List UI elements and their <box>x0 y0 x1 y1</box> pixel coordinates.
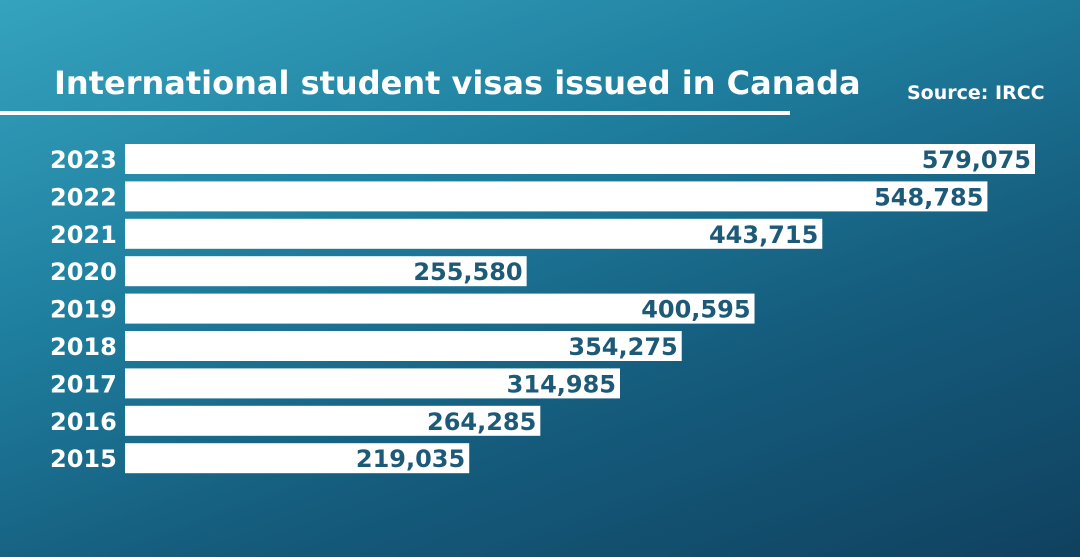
value-label-2023: 579,075 <box>922 146 1031 174</box>
year-label-2020: 2020 <box>50 258 117 286</box>
year-label-2019: 2019 <box>50 296 117 324</box>
year-label-2022: 2022 <box>50 183 117 211</box>
year-label-2021: 2021 <box>50 221 117 249</box>
source-label: Source: IRCC <box>907 82 1045 104</box>
value-label-2022: 548,785 <box>874 183 983 211</box>
title-underline <box>0 111 790 115</box>
bar-2018 <box>125 331 682 361</box>
year-label-2023: 2023 <box>50 146 117 174</box>
bar-2023 <box>125 144 1035 174</box>
year-label-2016: 2016 <box>50 408 117 436</box>
bar-2022 <box>125 181 988 212</box>
year-label-2015: 2015 <box>50 445 117 473</box>
value-label-2021: 443,715 <box>709 221 818 249</box>
value-label-2018: 354,275 <box>568 333 677 361</box>
bar-2020 <box>125 256 527 287</box>
bar-2021 <box>125 218 823 249</box>
bar-2015 <box>125 443 470 474</box>
year-label-2018: 2018 <box>50 333 117 361</box>
value-label-2015: 219,035 <box>356 445 465 473</box>
chart-title: International student visas issued in Ca… <box>54 64 861 102</box>
value-label-2016: 264,285 <box>427 408 536 436</box>
bar-2019 <box>125 293 755 324</box>
value-label-2019: 400,595 <box>641 296 750 324</box>
bar-2016 <box>125 405 541 436</box>
year-label-2017: 2017 <box>50 370 117 398</box>
bar-2017 <box>125 368 620 399</box>
value-label-2020: 255,580 <box>413 258 522 286</box>
value-label-2017: 314,985 <box>507 370 616 398</box>
